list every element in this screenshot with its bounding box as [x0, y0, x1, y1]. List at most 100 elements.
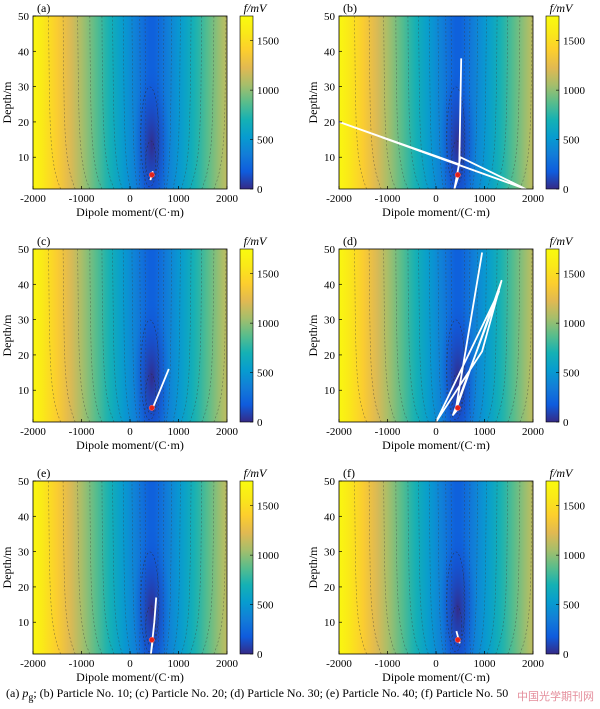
- y-tick-label: 40: [18, 46, 30, 58]
- colorbar-scale: [545, 15, 560, 190]
- panel-label: (f): [343, 466, 355, 480]
- y-tick-label: 20: [18, 582, 30, 594]
- contour-line: [77, 481, 90, 654]
- contour-line: [428, 249, 437, 422]
- contour-line: [535, 16, 547, 189]
- y-tick-label: 30: [18, 547, 30, 559]
- x-tick-label: 0: [433, 193, 439, 205]
- contour-lines: [354, 481, 533, 654]
- contour-line: [144, 16, 147, 189]
- x-axis-label: Dipole moment/(C·m): [382, 205, 490, 219]
- contour-line: [201, 16, 215, 189]
- valley-glow: [439, 529, 476, 654]
- heatmap-field: [339, 481, 533, 654]
- colorbar-tick-label: 1500: [257, 269, 280, 281]
- minimum-marker: [148, 636, 155, 643]
- contour-line: [487, 16, 498, 189]
- colorbar: 0 500 1000 1500 f/mV: [545, 1, 586, 196]
- contour-line: [446, 551, 466, 653]
- contour-line: [189, 249, 202, 422]
- x-tick-label: 0: [433, 658, 439, 670]
- contour-line: [444, 249, 447, 422]
- contour-line: [519, 249, 533, 422]
- contour-line: [478, 249, 487, 422]
- contour-lines: [354, 16, 547, 189]
- y-tick-label: 40: [324, 279, 336, 291]
- contour-line: [189, 16, 202, 189]
- y-tick-label: 20: [324, 582, 336, 594]
- contour-line: [229, 481, 241, 654]
- y-tick-label: 40: [324, 46, 336, 58]
- x-tick-label: -2000: [326, 193, 352, 205]
- x-axis-label: Dipole moment/(C·m): [382, 670, 490, 684]
- x-tick-label: 1000: [168, 658, 191, 670]
- y-tick-label: 10: [324, 152, 336, 164]
- contour-line: [165, 16, 172, 189]
- contour-line: [157, 481, 160, 654]
- colorbar-tick-label: 1000: [563, 318, 586, 330]
- contour-line: [519, 481, 533, 654]
- contour-line: [62, 481, 76, 654]
- x-tick-label: -2000: [326, 658, 352, 670]
- contour-line: [495, 481, 509, 654]
- colorbar-title: f/mV: [244, 1, 268, 15]
- y-tick-label: 50: [18, 244, 30, 256]
- contour-line: [450, 249, 453, 422]
- x-tick-label: 2000: [216, 426, 239, 438]
- contour-line: [229, 16, 241, 189]
- caption-subscript: g: [28, 692, 34, 704]
- colorbar: 0 500 1000 1500 f/mV: [239, 466, 280, 661]
- x-tick-label: 2000: [216, 658, 239, 670]
- chart-panel-f: -2000 -1000 0 1000 2000 10 20 30 40 50 Dipole mome…: [306, 466, 586, 684]
- caption-prefix: (a): [6, 686, 23, 700]
- contour-line: [468, 249, 471, 422]
- colorbar-tick-label: 0: [257, 649, 263, 661]
- x-tick-label: 2000: [522, 426, 545, 438]
- y-tick-label: 40: [18, 279, 30, 291]
- contour-line: [368, 481, 382, 654]
- colorbar: 0 500 1000 1500 f/mV: [239, 1, 280, 196]
- contour-line: [535, 249, 547, 422]
- x-tick-label: -1000: [69, 426, 95, 438]
- y-tick-label: 10: [18, 385, 30, 397]
- contour-line: [229, 249, 241, 422]
- contour-line: [181, 481, 192, 654]
- contour-line: [122, 249, 131, 422]
- contour-line: [77, 249, 90, 422]
- contour-line: [368, 249, 382, 422]
- contour-line: [507, 16, 521, 189]
- y-axis-label: Depth/m: [306, 546, 320, 589]
- contour-lines: [354, 249, 547, 422]
- contour-line: [62, 16, 76, 189]
- x-axis-label: Dipole moment/(C·m): [76, 205, 184, 219]
- contour-line: [507, 481, 521, 654]
- contour-line: [112, 481, 123, 654]
- heatmap-field: [339, 16, 533, 189]
- contour-line: [62, 249, 76, 422]
- colorbar-tick-label: 1500: [257, 501, 280, 513]
- contour-line: [48, 16, 61, 189]
- colorbar-tick-label: 1000: [257, 85, 280, 97]
- contour-line: [519, 16, 533, 189]
- contour-line: [450, 16, 453, 189]
- contour-line: [181, 249, 192, 422]
- panel-label: (d): [343, 234, 357, 248]
- contour-line: [395, 481, 409, 654]
- contour-line: [487, 249, 498, 422]
- y-tick-label: 30: [324, 315, 336, 327]
- contour-line: [418, 249, 429, 422]
- minimum-marker: [454, 636, 461, 643]
- contour-line: [451, 605, 463, 647]
- chart-panel-e: -2000 -1000 0 1000 2000 10 20 30 40 50 Dipole mome…: [0, 466, 280, 684]
- y-tick-label: 10: [324, 385, 336, 397]
- colorbar-tick-label: 0: [563, 184, 569, 196]
- contour-line: [395, 16, 409, 189]
- y-tick-label: 20: [324, 117, 336, 129]
- colorbar-scale: [545, 248, 560, 423]
- contour-line: [162, 249, 165, 422]
- contour-line: [131, 481, 138, 654]
- colorbar-tick-label: 1000: [563, 550, 586, 562]
- contour-line: [478, 481, 487, 654]
- contour-line: [471, 481, 478, 654]
- x-tick-label: 1000: [168, 193, 191, 205]
